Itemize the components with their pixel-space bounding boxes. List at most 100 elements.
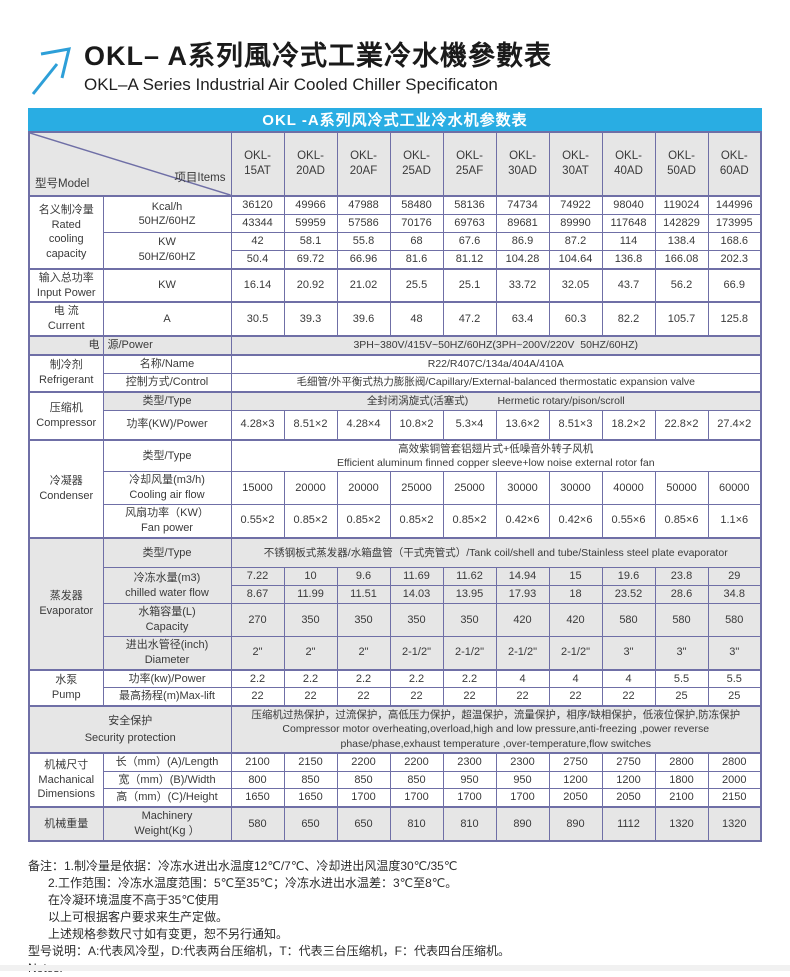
item-label: KW 50HZ/60HZ [102,231,232,270]
spec-value: 89990 [548,213,603,233]
table-row: 水泵 Pump 功率(kw)/Power 2.2 2.2 2.2 2.2 2.2 4 4 4 5.5 5… [28,668,762,707]
spec-value: 0.42×6 [548,504,603,539]
spec-value: 1112 [601,806,656,842]
model-header: OKL- 30AD [495,131,550,197]
spec-value: 1320 [707,806,762,842]
spec-value: 10.8×2 [389,409,444,441]
spec-value: 2200 [336,751,391,772]
table-row: 功率(KW)/Power 4.28×3 8.51×2 4.28×4 10.8×2 5.3×… [29,409,762,441]
corner-diagonal-line [30,133,230,196]
spec-value: 420 [495,603,550,637]
spec-table-body: 名义制冷量 Rated cooling capacity Kcal/h 50HZ/60HZ… [28,195,762,842]
spec-value: 2.2 [283,668,338,689]
spec-value: 57586 [336,213,391,233]
table-row: 高（mm）(C)/Height 1650 1650 1700 1700 1700 1700 2… [29,788,762,808]
spec-value: 8.51×3 [548,409,603,441]
spec-value: 5.5 [707,668,762,689]
spec-value: 10 [283,567,338,587]
item-label: Machinery Weight(Kg ） [102,806,232,842]
spec-value: 1200 [548,770,603,790]
spec-value: 49966 [283,195,338,215]
spec-value: 202.3 [707,249,762,270]
spec-value: 67.6 [442,231,497,251]
note-line: 在冷凝环境温度不高于35℃使用 [48,893,219,908]
spec-value: 25.1 [442,267,497,303]
spec-value: 13.6×2 [495,409,550,441]
model-header: OKL- 40AD [601,131,656,197]
spec-value: 0.55×6 [601,504,656,539]
section-label: 电 流 Current [28,301,104,337]
spec-value: 19.6 [601,567,656,587]
spec-value: 16.14 [230,267,285,303]
spec-value: 20000 [336,471,391,506]
spec-value: 2-1/2" [389,635,444,671]
spec-value: 5.5 [654,668,709,689]
spec-value: 高效紫铜管套铝翅片式+低噪音外转子风机 Efficient aluminum fi… [230,439,762,473]
table-row: 蒸发器 Evaporator 类型/Type 不锈钢板式蒸发器/水箱盘管（干式壳管式）… [28,536,762,671]
spec-value: 850 [336,770,391,790]
spec-value: 350 [389,603,444,637]
spec-value: 11.99 [283,585,338,605]
section-label: 制冷剂 Refrigerant [28,353,104,393]
page-title: OKL– A系列風冷式工業冷水機參數表 [84,41,553,71]
table-row: 名义制冷量 Rated cooling capacity Kcal/h 50HZ/60HZ… [28,195,762,270]
model-header: OKL- 30AT [548,131,603,197]
note-line: 2.工作范围：冷冻水温度范围：5℃至35℃；冷冻水进出水温差：3℃至8℃。 [48,876,458,891]
spec-value: 89681 [495,213,550,233]
model-header: OKL- 25AF [442,131,497,197]
arrow-logo-icon [31,47,71,95]
table-row: 冷冻水量(m3) chilled water flow 7.22 10 9.6 11.69… [29,567,762,605]
spec-value: 2.2 [389,668,444,689]
spec-value: 22 [442,687,497,707]
spec-value: 33.72 [495,267,550,303]
spec-value: 25 [707,687,762,707]
spec-value: 18 [548,585,603,605]
spec-value: 11.62 [442,567,497,587]
table-row: 控制方式/Control 毛细管/外平衡式热力膨胀阀/Capillary/Exte… [29,372,762,393]
spec-value: 30000 [495,471,550,506]
spec-value: 3" [601,635,656,671]
spec-value: 87.2 [548,231,603,251]
spec-value: 15 [548,567,603,587]
spec-value: 毛细管/外平衡式热力膨胀阀/Capillary/External-balance… [230,372,762,393]
spec-value: 63.4 [495,301,550,337]
note-line: 备注：1.制冷量是依据：冷冻水进出水温度12℃/7℃、冷却进出风温度30℃/35… [28,859,458,874]
spec-value: 890 [495,806,550,842]
spec-value: 30000 [548,471,603,506]
spec-value: 不锈钢板式蒸发器/水箱盘管（干式壳管式）/Tank coil/shell and… [230,536,762,569]
spec-value: 136.8 [601,249,656,270]
spec-value: 8.51×2 [283,409,338,441]
item-label: 长（mm）(A)/Length [102,751,232,772]
item-label: 名称/Name [102,353,232,374]
spec-value: 890 [548,806,603,842]
spec-value: 2.2 [442,668,497,689]
spec-value: 25.5 [389,267,444,303]
spec-value: 2-1/2" [548,635,603,671]
table-row: 输入总功率 Input Power KW 16.14 20.92 21.02 25.5 25.… [28,267,762,303]
section-label: 蒸发器 Evaporator [28,536,104,671]
notes-list: 备注：1.制冷量是依据：冷冻水进出水温度12℃/7℃、冷却进出风温度30℃/35… [28,858,762,977]
table-row: 最高扬程(m)Max-lift 22 22 22 22 22 22 22 22 25 25 [29,687,762,707]
spec-value: 74922 [548,195,603,215]
spec-value: 25000 [389,471,444,506]
spec-value: 2150 [707,788,762,808]
spec-value: 3PH~380V/415V~50HZ/60HZ(3PH~200V/220V 50… [230,335,762,356]
spec-value: 420 [548,603,603,637]
item-label: 水箱容量(L) Capacity [102,603,232,637]
spec-value: 86.9 [495,231,550,251]
spec-value: 2100 [654,788,709,808]
spec-value: 压缩机过热保护，过流保护，高低压力保护，超温保护，流量保护，相序/缺相保护，低液… [230,705,762,754]
spec-value: 22 [548,687,603,707]
table-banner: OKL -A系列风冷式工业冷水机参数表 [28,108,762,131]
spec-value: 22 [495,687,550,707]
spec-value: 2200 [389,751,444,772]
section-label: 安全保护 Security protection [28,705,232,754]
spec-value: 32.05 [548,267,603,303]
spec-value: 58.1 [283,231,338,251]
spec-value: 4 [495,668,550,689]
corner-model-label: 型号Model [35,177,90,190]
spec-value: 82.2 [601,301,656,337]
item-label: 控制方式/Control [102,372,232,393]
spec-value: 60000 [707,471,762,506]
spec-value: 58136 [442,195,497,215]
